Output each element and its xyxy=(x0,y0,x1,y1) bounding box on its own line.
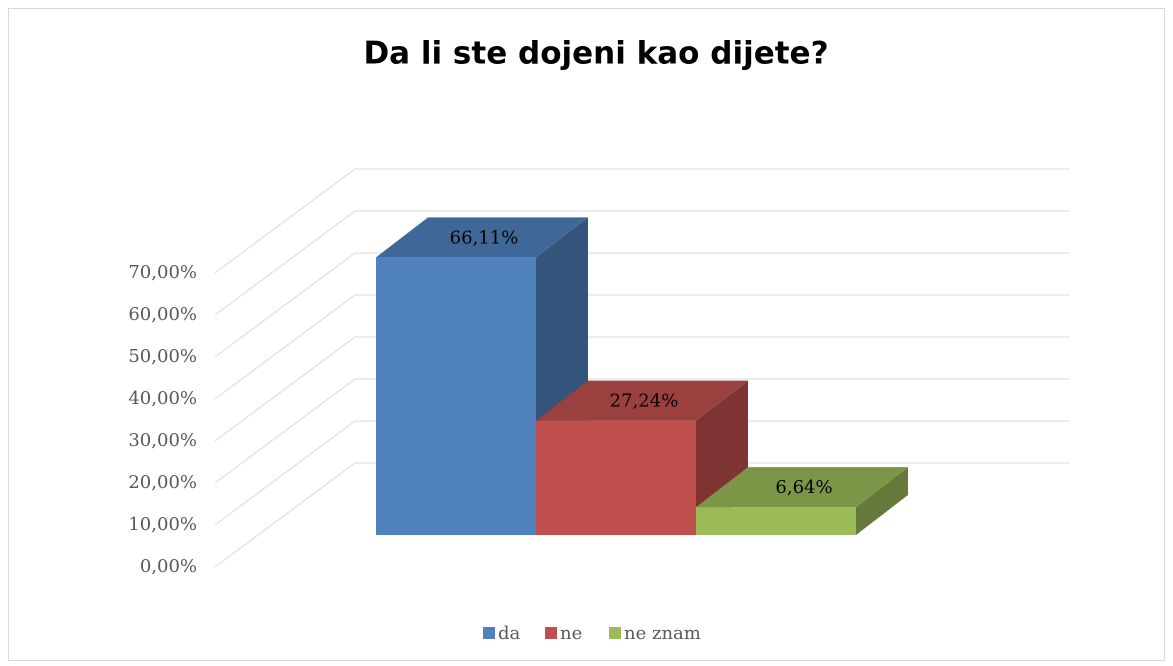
legend-label: ne znam xyxy=(624,623,701,644)
y-tick-label: 30,00% xyxy=(128,430,197,451)
legend-label: da xyxy=(498,623,521,644)
legend-swatch xyxy=(545,627,557,639)
y-tick-label: 0,00% xyxy=(140,556,197,577)
grid-line xyxy=(214,462,1070,568)
grid-line xyxy=(214,252,1070,358)
bar xyxy=(696,507,856,535)
data-label: 66,11% xyxy=(450,227,519,248)
y-tick-label: 60,00% xyxy=(128,304,197,325)
data-label: 27,24% xyxy=(610,391,679,412)
y-tick-label: 10,00% xyxy=(128,514,197,535)
bar-top xyxy=(536,380,748,421)
grid-line xyxy=(214,420,1070,526)
bar xyxy=(376,257,536,535)
bar-top xyxy=(696,467,908,508)
chart-title: Da li ste dojeni kao dijete? xyxy=(363,36,828,72)
legend-label: ne xyxy=(560,623,582,644)
y-tick-label: 50,00% xyxy=(128,346,197,367)
y-tick-label: 70,00% xyxy=(128,262,197,283)
y-tick-label: 40,00% xyxy=(128,388,197,409)
bar-top xyxy=(376,217,588,258)
legend-swatch xyxy=(609,627,621,639)
grid-line xyxy=(214,168,1070,274)
grid-line xyxy=(214,210,1070,316)
grid-line xyxy=(214,378,1070,484)
grid-line xyxy=(214,294,1070,400)
legend-swatch xyxy=(483,627,495,639)
bar-side xyxy=(856,467,908,535)
y-tick-label: 20,00% xyxy=(128,472,197,493)
grid-line xyxy=(214,336,1070,442)
bar xyxy=(536,420,696,535)
data-label: 6,64% xyxy=(775,477,832,498)
